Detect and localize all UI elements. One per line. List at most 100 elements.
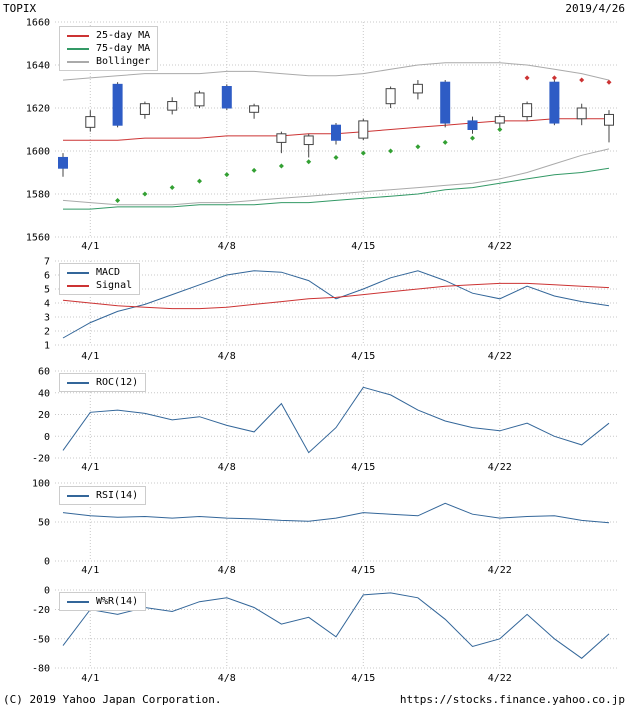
candle-up xyxy=(385,88,396,105)
roc-line xyxy=(62,386,610,454)
svg-text:1560: 1560 xyxy=(26,233,50,244)
wr-legend: W%R(14) xyxy=(59,592,147,611)
svg-text:1580: 1580 xyxy=(26,190,50,201)
candle-down xyxy=(331,124,341,141)
svg-text:4/15: 4/15 xyxy=(351,351,375,362)
parabolic-sar-dots xyxy=(115,75,612,203)
candles xyxy=(58,80,614,177)
roc-line-swatch xyxy=(67,381,89,384)
bollinger-upper-line xyxy=(62,62,610,81)
legend-row: 25-day MA xyxy=(67,29,150,42)
candle-up xyxy=(194,92,205,107)
svg-text:5: 5 xyxy=(44,285,50,296)
candle-down xyxy=(549,81,560,124)
macd-panel: 1 2 3 4 5 6 7 4/1 4/8 4/15 4/22 xyxy=(44,257,617,362)
wpercentr-line xyxy=(62,592,610,659)
svg-text:4/15: 4/15 xyxy=(351,462,375,473)
legend-row: Bollinger xyxy=(67,55,150,68)
candle-down xyxy=(58,156,68,169)
macd-line-swatch xyxy=(67,271,89,274)
legend-row: 75-day MA xyxy=(67,42,150,55)
rsi-panel: 0 50 100 4/1 4/8 4/15 4/22 xyxy=(32,479,617,576)
bollinger-legend-label: Bollinger xyxy=(96,56,151,67)
wr-line-swatch xyxy=(67,600,89,603)
svg-text:1600: 1600 xyxy=(26,147,50,158)
candle-up xyxy=(604,113,614,126)
rsi-legend: RSI(14) xyxy=(59,486,147,505)
rsi-legend-label: RSI(14) xyxy=(96,490,139,501)
price-legend: 25-day MA 75-day MA Bollinger xyxy=(59,26,159,71)
price-panel: 1560 1580 1600 1620 1640 1660 4/1 4/8 4/15 4/22 xyxy=(26,18,617,252)
ma75-line xyxy=(63,167,610,210)
signal-line-swatch xyxy=(67,284,89,287)
svg-text:-50: -50 xyxy=(32,634,50,645)
ma75-legend-label: 75-day MA xyxy=(96,43,151,54)
svg-text:4: 4 xyxy=(44,299,50,310)
svg-text:4/1: 4/1 xyxy=(81,351,99,362)
candle-up xyxy=(494,116,505,124)
macd-legend: MACD Signal xyxy=(59,263,141,295)
bollinger-lower-line xyxy=(62,148,610,206)
svg-text:7: 7 xyxy=(44,257,50,268)
svg-text:4/8: 4/8 xyxy=(218,462,236,473)
svg-text:4/1: 4/1 xyxy=(81,673,99,684)
svg-text:4/8: 4/8 xyxy=(218,351,236,362)
legend-row: MACD xyxy=(67,266,132,279)
svg-text:4/15: 4/15 xyxy=(351,565,375,576)
candle-down xyxy=(112,83,123,126)
svg-text:0: 0 xyxy=(44,586,50,597)
rsi-line-swatch xyxy=(67,494,89,497)
candle-up xyxy=(276,133,287,143)
svg-text:-80: -80 xyxy=(32,664,50,675)
rsi-line xyxy=(62,502,610,524)
legend-row: W%R(14) xyxy=(67,595,138,608)
copyright-text: (C) 2019 Yahoo Japan Corporation. xyxy=(3,693,222,706)
svg-text:4/1: 4/1 xyxy=(81,565,99,576)
roc-panel: -20 0 20 40 60 4/1 4/8 4/15 4/22 xyxy=(32,367,617,473)
legend-row: RSI(14) xyxy=(67,489,138,502)
roc-legend-label: ROC(12) xyxy=(96,377,139,388)
svg-text:4/8: 4/8 xyxy=(218,241,236,252)
svg-text:100: 100 xyxy=(32,479,50,490)
svg-text:50: 50 xyxy=(38,518,50,529)
svg-text:1620: 1620 xyxy=(26,104,50,115)
svg-text:0: 0 xyxy=(44,432,50,443)
svg-text:4/22: 4/22 xyxy=(488,241,512,252)
svg-text:3: 3 xyxy=(44,313,50,324)
chart-date: 2019/4/26 xyxy=(565,2,625,15)
svg-text:20: 20 xyxy=(38,410,50,421)
bollinger-line-swatch xyxy=(67,60,89,63)
ma25-line-swatch xyxy=(67,34,89,37)
symbol-title: TOPIX xyxy=(3,2,37,15)
candle-up xyxy=(412,83,423,94)
svg-text:-20: -20 xyxy=(32,605,50,616)
svg-text:4/22: 4/22 xyxy=(488,565,512,576)
svg-text:4/8: 4/8 xyxy=(218,673,236,684)
macd-legend-label: MACD xyxy=(96,267,121,278)
signal-legend-label: Signal xyxy=(96,280,133,291)
svg-text:1640: 1640 xyxy=(26,61,50,72)
legend-row: Signal xyxy=(67,279,132,292)
candle-down xyxy=(221,86,232,109)
candle-up xyxy=(522,103,533,118)
candle-up xyxy=(303,135,314,146)
candle-down xyxy=(440,81,451,124)
svg-text:60: 60 xyxy=(38,367,50,378)
svg-text:1660: 1660 xyxy=(26,18,50,29)
wr-legend-label: W%R(14) xyxy=(96,596,139,607)
candle-up xyxy=(167,101,178,111)
svg-text:4/1: 4/1 xyxy=(81,241,99,252)
svg-text:-20: -20 xyxy=(32,454,50,465)
ma25-legend-label: 25-day MA xyxy=(96,30,151,41)
candle-up xyxy=(139,103,150,115)
chart-header: TOPIX 2019/4/26 xyxy=(3,2,625,15)
svg-text:6: 6 xyxy=(44,271,50,282)
svg-text:2: 2 xyxy=(44,327,50,338)
candle-up xyxy=(249,105,260,113)
legend-row: ROC(12) xyxy=(67,376,138,389)
svg-text:4/22: 4/22 xyxy=(488,462,512,473)
candle-up xyxy=(358,120,369,139)
candle-up xyxy=(85,116,96,128)
svg-text:0: 0 xyxy=(44,557,50,568)
